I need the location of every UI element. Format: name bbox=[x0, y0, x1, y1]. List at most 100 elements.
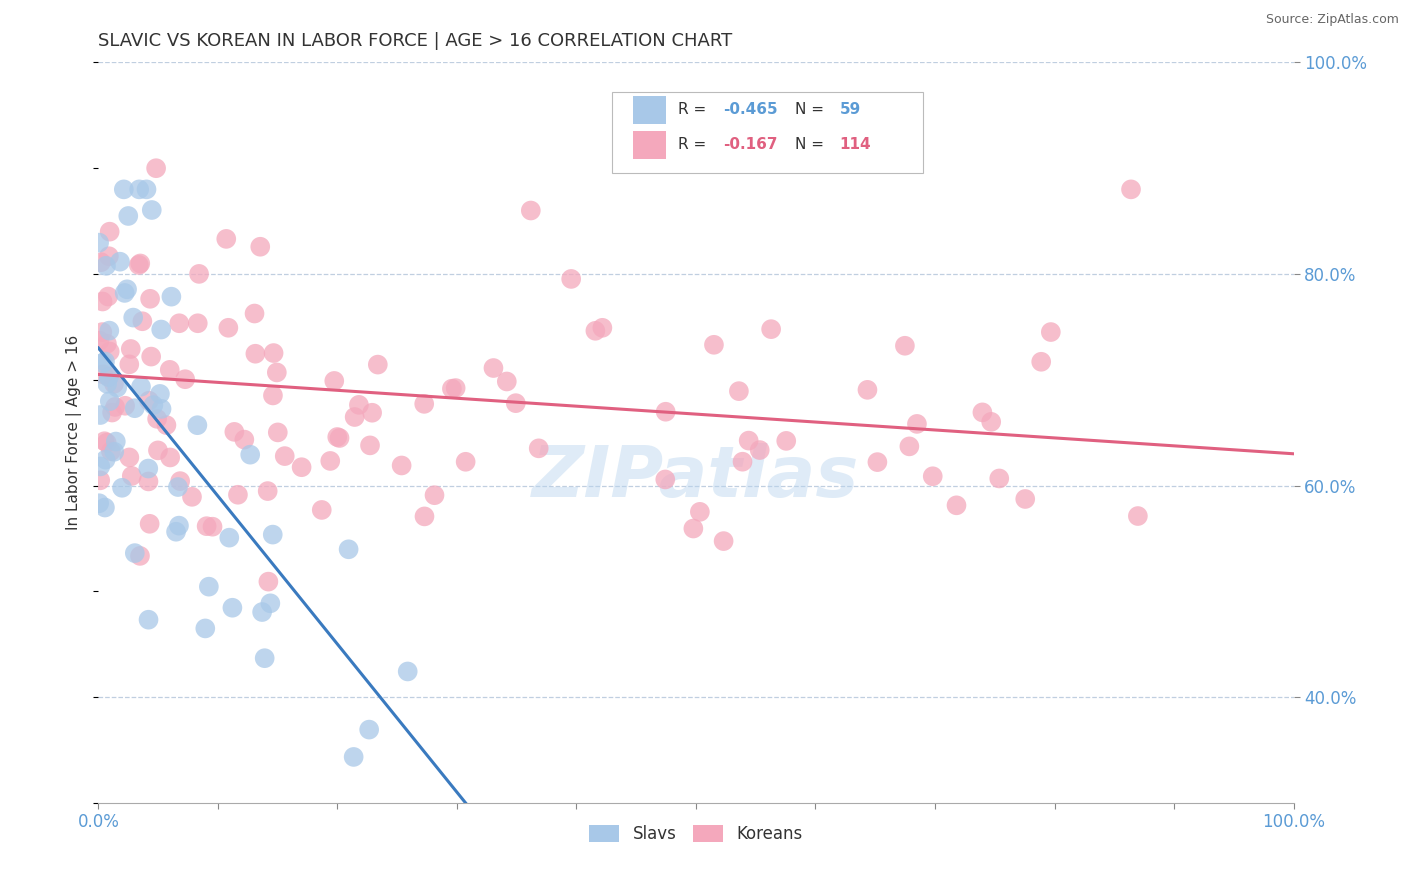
Point bbox=[713, 534, 735, 549]
Point bbox=[866, 455, 889, 469]
Point bbox=[894, 339, 917, 353]
Point bbox=[150, 401, 173, 416]
Point bbox=[347, 398, 370, 412]
Point bbox=[905, 417, 928, 431]
Point bbox=[98, 225, 121, 239]
Point bbox=[139, 292, 162, 306]
Point bbox=[187, 316, 209, 330]
Point bbox=[343, 410, 366, 425]
Point bbox=[262, 388, 284, 402]
Point bbox=[311, 503, 333, 517]
Point bbox=[988, 471, 1011, 485]
Point bbox=[291, 460, 314, 475]
Point bbox=[195, 519, 218, 533]
Point bbox=[249, 240, 271, 254]
Point bbox=[482, 361, 505, 376]
Point bbox=[108, 254, 131, 268]
Point bbox=[239, 448, 262, 462]
Point bbox=[505, 396, 527, 410]
Point bbox=[243, 306, 266, 320]
Point bbox=[90, 255, 112, 269]
Legend: Slavs, Koreans: Slavs, Koreans bbox=[582, 819, 810, 850]
Point bbox=[972, 405, 994, 419]
Point bbox=[89, 459, 111, 474]
Point bbox=[218, 531, 240, 545]
Point bbox=[165, 524, 187, 539]
Point bbox=[146, 443, 169, 458]
Point bbox=[682, 522, 704, 536]
Text: ZIPatlas: ZIPatlas bbox=[533, 442, 859, 511]
Point bbox=[138, 613, 160, 627]
Point bbox=[439, 861, 461, 875]
Point bbox=[138, 393, 160, 408]
Point bbox=[728, 384, 751, 398]
Point bbox=[174, 372, 197, 386]
Text: R =: R = bbox=[678, 103, 711, 118]
Point bbox=[759, 322, 782, 336]
Point bbox=[129, 256, 152, 270]
Point bbox=[94, 452, 117, 467]
Point bbox=[775, 434, 797, 448]
Point bbox=[689, 505, 711, 519]
Point bbox=[98, 344, 121, 359]
Point bbox=[420, 880, 443, 892]
Point bbox=[124, 401, 146, 416]
Point bbox=[114, 285, 136, 300]
Point bbox=[167, 480, 190, 494]
Point bbox=[432, 880, 454, 892]
Point bbox=[94, 259, 117, 273]
Point bbox=[1031, 355, 1053, 369]
Point bbox=[149, 387, 172, 401]
Point bbox=[731, 455, 754, 469]
Point bbox=[266, 366, 288, 380]
Text: R =: R = bbox=[678, 137, 711, 153]
Point bbox=[262, 527, 284, 541]
Point bbox=[89, 496, 111, 510]
Point bbox=[326, 430, 349, 444]
Point bbox=[118, 357, 141, 371]
Point bbox=[111, 481, 134, 495]
Text: N =: N = bbox=[796, 137, 830, 153]
Point bbox=[343, 750, 366, 764]
FancyBboxPatch shape bbox=[613, 92, 922, 173]
Point bbox=[97, 369, 120, 384]
Point bbox=[160, 290, 183, 304]
Point bbox=[423, 488, 446, 502]
Point bbox=[131, 314, 153, 328]
Point bbox=[159, 450, 181, 465]
Y-axis label: In Labor Force | Age > 16: In Labor Force | Age > 16 bbox=[66, 335, 83, 530]
Point bbox=[737, 434, 759, 448]
Point bbox=[444, 381, 467, 395]
Point bbox=[112, 182, 135, 196]
Point bbox=[328, 431, 350, 445]
Point bbox=[122, 310, 145, 325]
Point bbox=[91, 356, 114, 370]
Point bbox=[96, 376, 118, 391]
Point bbox=[319, 454, 342, 468]
Point bbox=[150, 322, 173, 336]
Point bbox=[98, 324, 121, 338]
Point bbox=[856, 383, 879, 397]
Point bbox=[201, 519, 224, 533]
Point bbox=[921, 469, 943, 483]
Point bbox=[103, 444, 125, 458]
Point bbox=[980, 415, 1002, 429]
Point bbox=[583, 324, 606, 338]
Point bbox=[89, 408, 111, 422]
Point bbox=[103, 376, 125, 391]
Point bbox=[146, 412, 169, 426]
Point bbox=[413, 509, 436, 524]
Point bbox=[167, 316, 190, 330]
Point bbox=[337, 542, 360, 557]
Point bbox=[94, 500, 117, 515]
Point bbox=[361, 406, 384, 420]
Point bbox=[89, 334, 111, 348]
Point bbox=[91, 368, 114, 382]
Point bbox=[657, 880, 679, 892]
Point bbox=[128, 182, 150, 196]
Point bbox=[250, 605, 273, 619]
Point bbox=[396, 665, 419, 679]
Text: -0.167: -0.167 bbox=[724, 137, 778, 153]
Point bbox=[91, 325, 114, 339]
Point bbox=[104, 400, 127, 414]
